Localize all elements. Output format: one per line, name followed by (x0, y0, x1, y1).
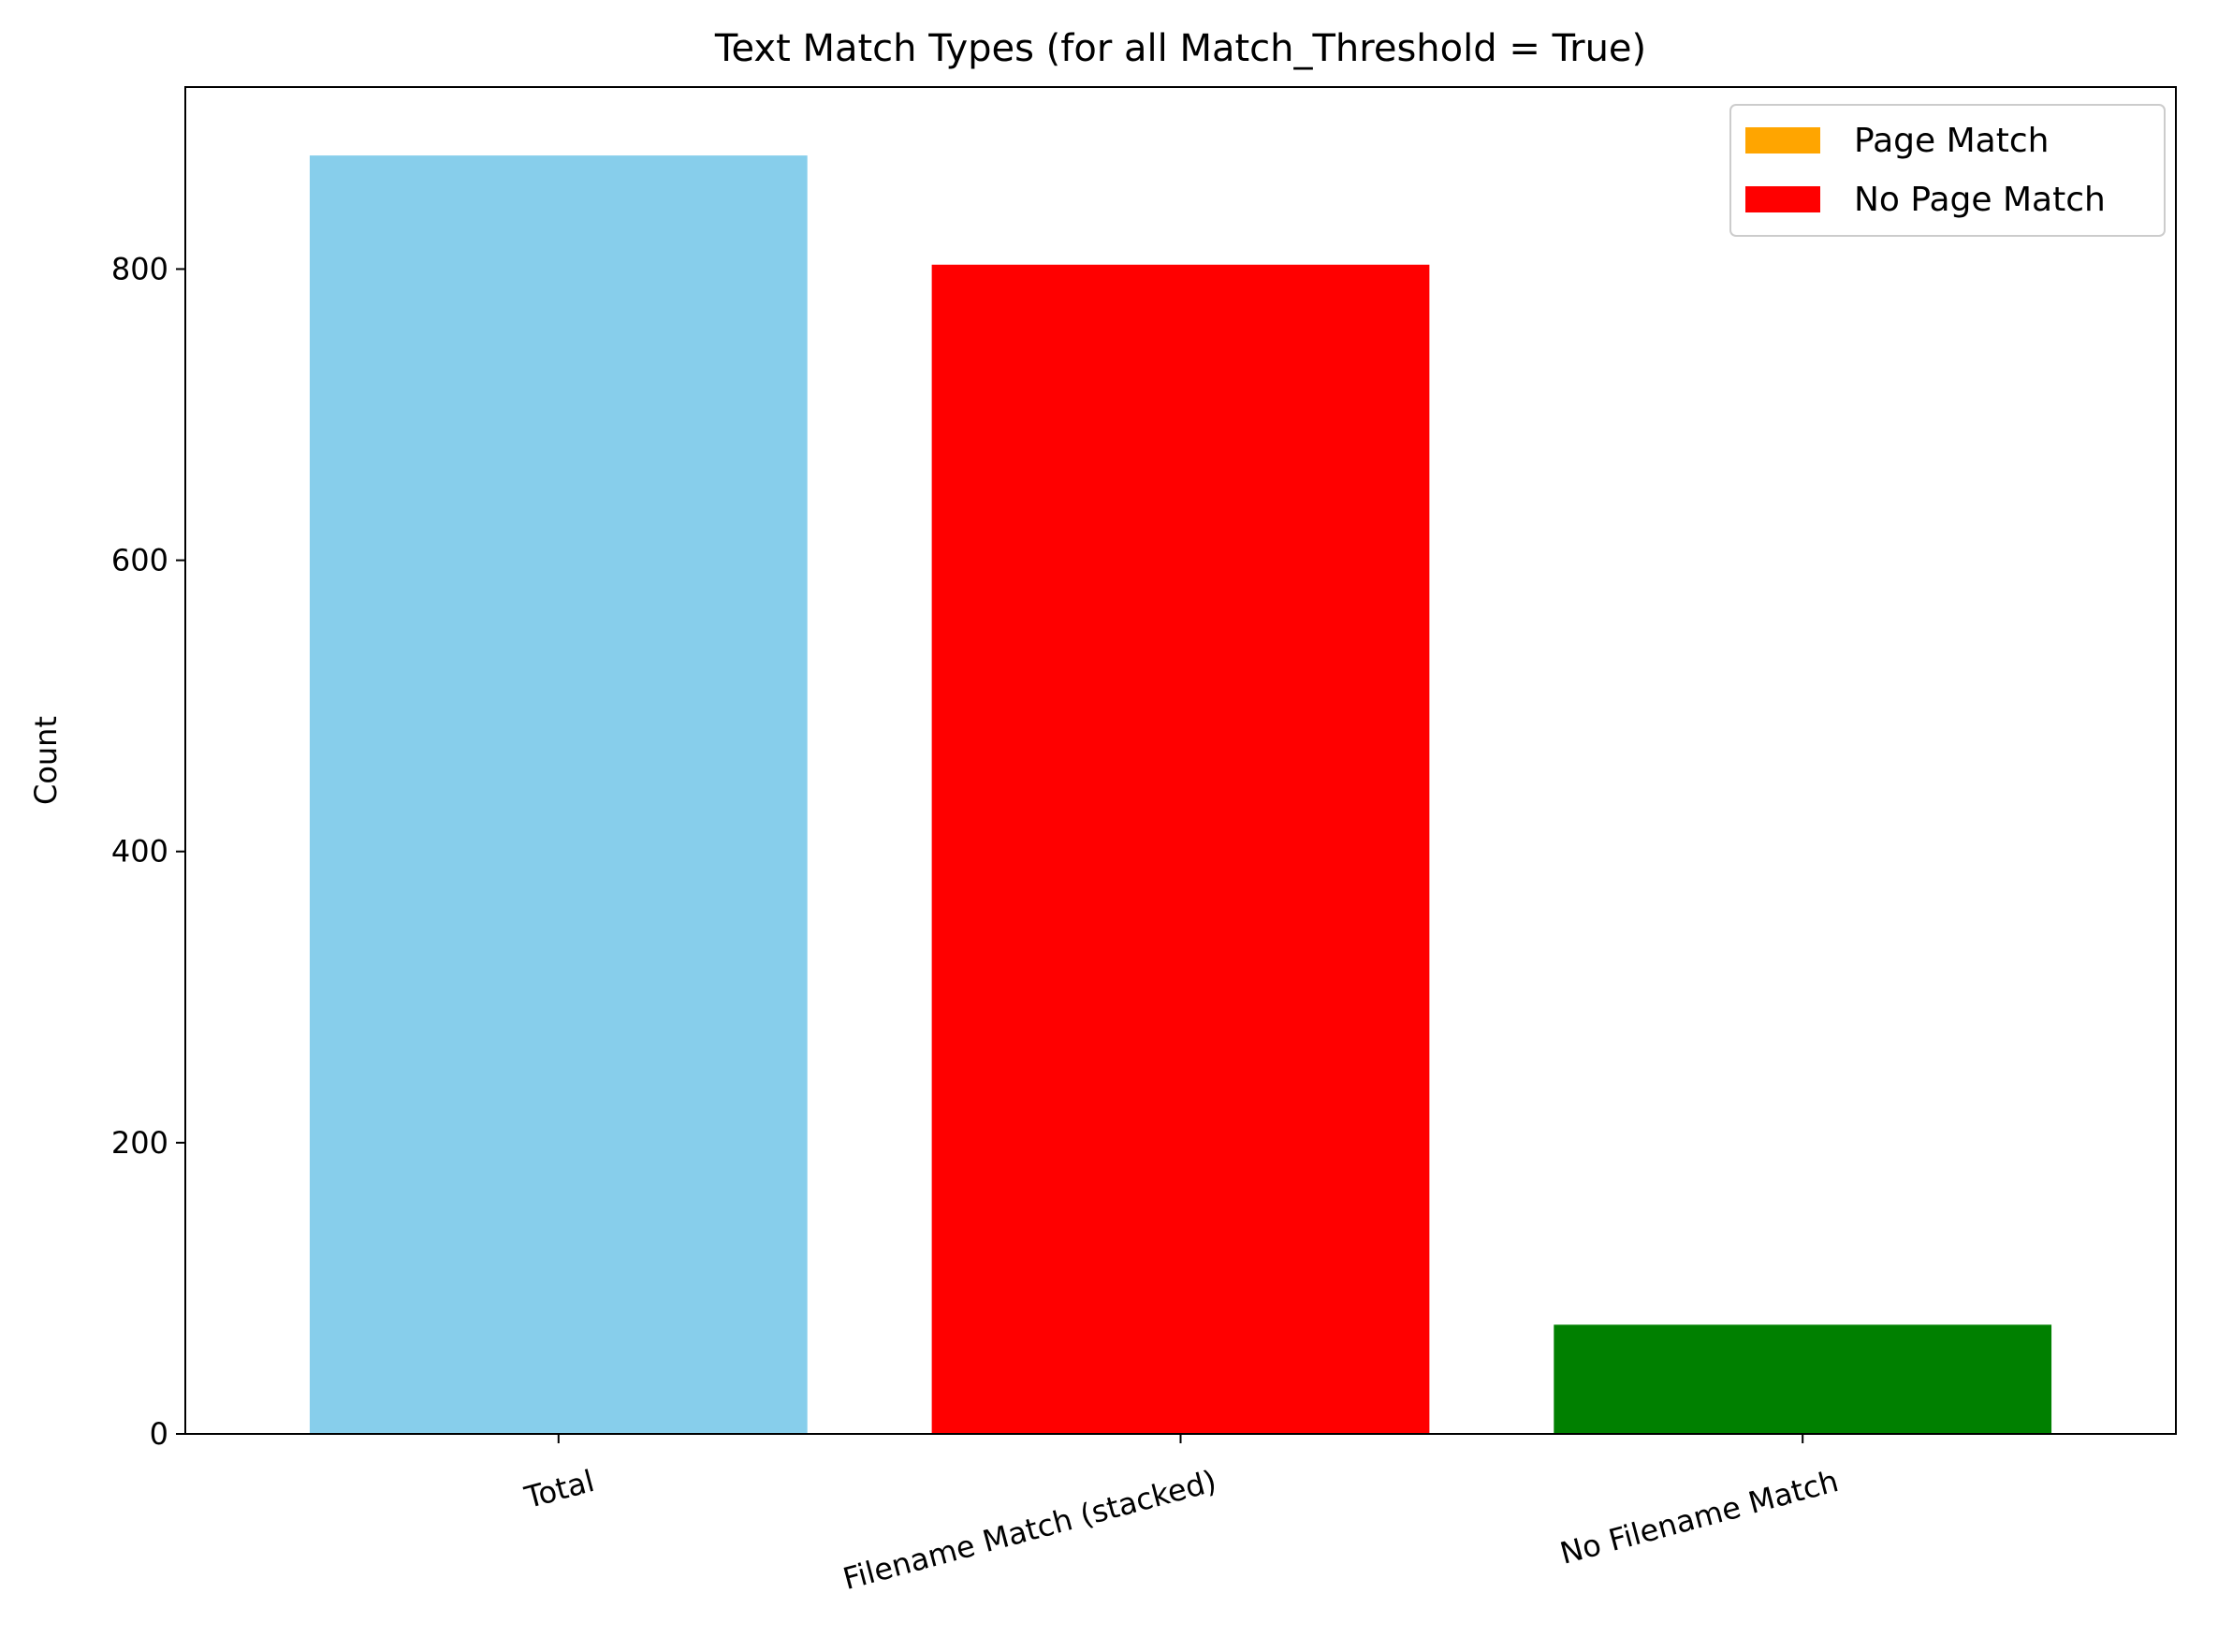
y-tick-label: 600 (111, 543, 168, 578)
legend: Page Match No Page Match (1729, 104, 2166, 237)
chart-title: Text Match Types (for all Match_Threshol… (714, 27, 1646, 70)
x-tick-label: Filename Match (stacked) (839, 1463, 1220, 1597)
bar-total-total (309, 155, 808, 1435)
x-tick-label: Total (520, 1463, 598, 1515)
legend-swatch-no-page-match (1745, 186, 1820, 212)
y-tick-label: 200 (111, 1125, 168, 1161)
bar-no-filename-match-no-filename-match (1554, 1324, 2052, 1434)
legend-label: No Page Match (1854, 181, 2106, 219)
bar-filename-match-stacked-no-page-match (931, 264, 1430, 1434)
y-tick-label: 800 (111, 251, 168, 286)
bars-layer (309, 155, 2052, 1435)
y-tick-label: 400 (111, 834, 168, 870)
x-tick-label: No Filename Match (1556, 1463, 1842, 1572)
legend-label: Page Match (1854, 122, 2049, 160)
legend-swatch-page-match (1745, 127, 1820, 154)
y-tick-label: 0 (150, 1416, 168, 1452)
y-axis-label: Count (28, 716, 64, 805)
legend-box (1729, 104, 2166, 237)
